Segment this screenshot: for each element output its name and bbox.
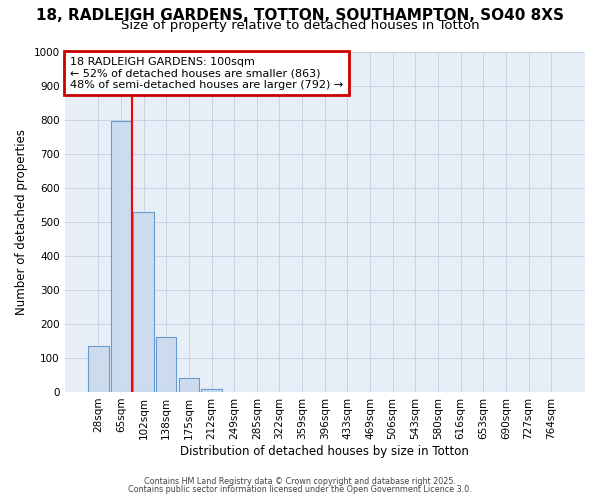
Text: Size of property relative to detached houses in Totton: Size of property relative to detached ho… [121,19,479,32]
Y-axis label: Number of detached properties: Number of detached properties [15,128,28,314]
Text: Contains HM Land Registry data © Crown copyright and database right 2025.: Contains HM Land Registry data © Crown c… [144,477,456,486]
Bar [88,346,109,392]
Bar [179,378,199,392]
Text: Contains public sector information licensed under the Open Government Licence 3.: Contains public sector information licen… [128,485,472,494]
Bar [202,388,222,392]
Text: 18 RADLEIGH GARDENS: 100sqm
← 52% of detached houses are smaller (863)
48% of se: 18 RADLEIGH GARDENS: 100sqm ← 52% of det… [70,56,343,90]
Bar [111,122,131,392]
Bar [133,212,154,392]
X-axis label: Distribution of detached houses by size in Totton: Distribution of detached houses by size … [181,444,469,458]
Bar [156,338,176,392]
Text: 18, RADLEIGH GARDENS, TOTTON, SOUTHAMPTON, SO40 8XS: 18, RADLEIGH GARDENS, TOTTON, SOUTHAMPTO… [36,8,564,22]
